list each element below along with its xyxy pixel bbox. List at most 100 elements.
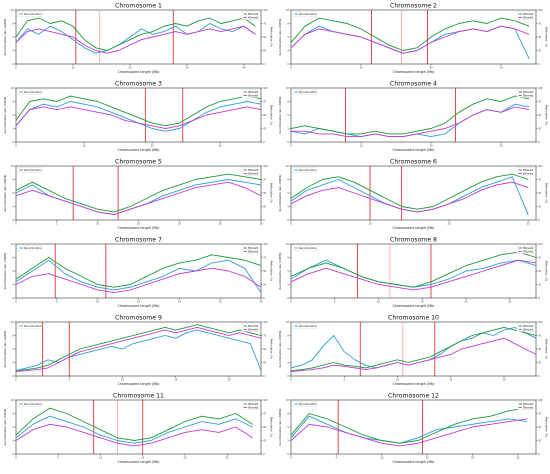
y-tick-label-left: 10 (11, 165, 14, 168)
data-point (338, 179, 339, 180)
x-tick-label: 0 (15, 456, 17, 459)
data-point (220, 23, 222, 24)
data-point (386, 364, 388, 366)
data-point (175, 332, 177, 334)
data-point (164, 329, 166, 331)
data-point (318, 25, 320, 27)
y-tick-label-right: 50 (538, 270, 541, 273)
data-point (401, 208, 402, 210)
x-tick-label: 30 (499, 66, 503, 69)
panel-title: Chromosome 4 (390, 81, 437, 88)
data-point (304, 33, 306, 35)
data-point (290, 281, 292, 283)
y-tick-label-left: 3 (12, 205, 14, 208)
legend-label: 8Wmet6 (523, 325, 534, 328)
data-point (66, 413, 68, 414)
data-point (207, 332, 209, 334)
data-point (228, 332, 230, 334)
data-point (211, 181, 213, 183)
data-point (162, 198, 164, 199)
data-point (49, 407, 51, 409)
data-point (514, 95, 516, 97)
legend-box (17, 89, 43, 95)
y-tick-label-right: 75 (538, 412, 541, 415)
data-point (252, 426, 253, 428)
y-tick-label-left: 0 (12, 375, 14, 378)
data-point (464, 195, 466, 197)
legend-label: 8Wmet6 (248, 328, 259, 331)
data-point (56, 101, 58, 102)
data-point (162, 189, 164, 191)
legend-label: 8Wmet6 (523, 91, 534, 94)
data-point (42, 106, 44, 108)
data-point (117, 437, 118, 439)
data-point (146, 276, 148, 277)
data-point (453, 432, 455, 433)
y-axis-label-right: Methylation (%) (545, 27, 549, 48)
data-point (417, 440, 419, 441)
data-point (95, 50, 97, 51)
data-point (444, 36, 446, 38)
data-point (95, 47, 97, 49)
y-tick-label-left: 0 (12, 219, 14, 222)
data-point (124, 120, 126, 121)
data-point (68, 356, 70, 358)
data-point (388, 136, 390, 137)
y-axis-label-left: Recombination rate (cM/Mb) (3, 409, 7, 446)
data-point (402, 52, 404, 54)
data-point (36, 369, 38, 370)
data-point (290, 278, 292, 280)
data-point (458, 111, 460, 113)
data-point (338, 176, 339, 178)
y-axis-label-right: Methylation (%) (545, 261, 549, 282)
data-point (249, 332, 251, 334)
data-point (113, 211, 115, 213)
data-point (450, 354, 452, 355)
data-point (308, 415, 310, 417)
data-point (333, 362, 334, 363)
x-tick-label: 0 (15, 222, 17, 225)
data-point (152, 33, 154, 35)
data-point (232, 20, 233, 22)
data-point (48, 259, 50, 261)
data-point (444, 28, 446, 30)
legend-label: Recombination (24, 247, 42, 250)
data-point (461, 348, 462, 350)
data-point (32, 429, 34, 431)
data-point (260, 184, 262, 186)
plot-frame (15, 87, 262, 143)
x-tick-label: 0 (290, 144, 292, 147)
data-point (458, 23, 460, 24)
data-point (233, 103, 235, 105)
y-tick-label-right: 75 (263, 256, 266, 259)
data-point (343, 267, 344, 269)
y-tick-label-right: 0 (263, 375, 265, 378)
y-tick-label-right: 0 (538, 453, 540, 456)
data-point (31, 270, 33, 272)
data-point (290, 371, 292, 373)
data-point (524, 332, 526, 334)
data-point (333, 364, 334, 366)
legend-box (17, 401, 43, 407)
data-point (129, 289, 131, 291)
data-point (360, 36, 362, 38)
panel-title: Chromosome 2 (390, 3, 437, 10)
data-point (260, 370, 262, 371)
data-point (72, 36, 74, 38)
y-tick-label-right: 75 (538, 256, 541, 259)
data-point (244, 176, 246, 178)
data-point (365, 367, 366, 369)
y-tick-label-right: 100 (538, 165, 543, 168)
data-point (360, 136, 362, 137)
y-tick-label-right: 50 (538, 114, 541, 117)
data-point (416, 50, 418, 51)
legend-label: Recombination (24, 325, 42, 328)
y-tick-label-left: 10 (286, 243, 289, 246)
data-point (97, 208, 99, 210)
data-point (243, 25, 245, 27)
y-tick-label-right: 75 (263, 178, 266, 181)
data-point (378, 284, 379, 285)
y-tick-label-left: 3 (12, 283, 14, 286)
